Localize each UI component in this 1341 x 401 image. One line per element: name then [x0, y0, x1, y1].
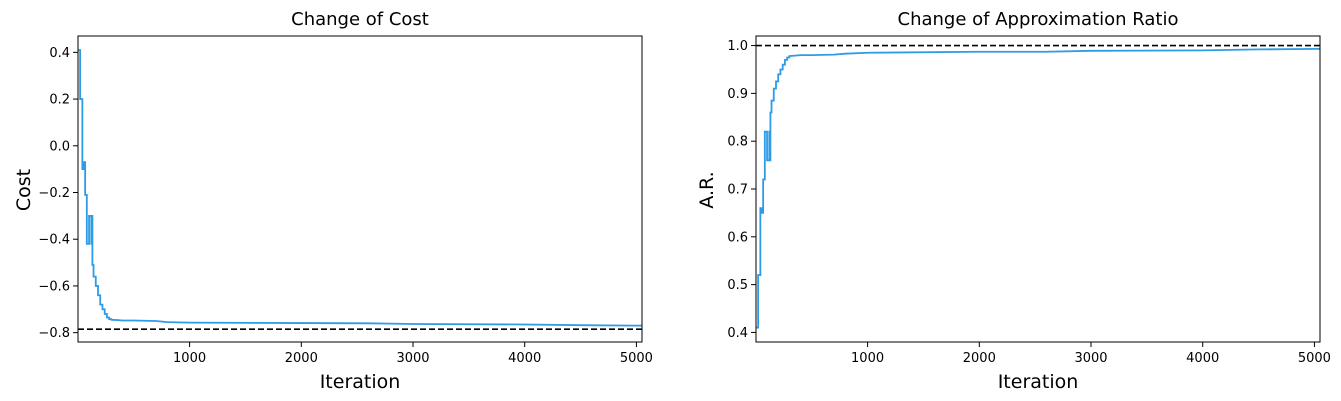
ar-chart-ytick-label: 0.8	[727, 135, 748, 150]
cost-chart-xtick-label: 3000	[396, 351, 429, 366]
cost-chart-xlabel: Iteration	[320, 371, 401, 393]
ar-chart-plot-area	[756, 44, 1320, 329]
cost-chart-ytick-label: 0.2	[49, 93, 70, 108]
ar-chart-xtick-label: 5000	[1298, 351, 1331, 366]
cost-chart-ytick-label: 0.0	[49, 139, 70, 154]
cost-chart-frame	[77, 35, 643, 343]
ar-chart-ytick-label: 0.7	[727, 183, 748, 198]
ar-chart-frame	[755, 35, 1321, 343]
ar-chart-ytick-label: 0.6	[727, 230, 748, 245]
ar-chart-xtick-label: 3000	[1074, 351, 1107, 366]
ar-chart-ytick-label: 0.4	[727, 326, 748, 341]
cost-chart-ytick-label: −0.6	[38, 279, 70, 294]
ar-chart-xtick-label: 1000	[851, 351, 884, 366]
cost-chart-xtick-label: 4000	[508, 351, 541, 366]
cost-chart-xtick-label: 1000	[173, 351, 206, 366]
cost-chart-ticks: 1000 2000 3000 4000 5000 −0.8 −0.6 −0.4 −0.2 0.0 0…	[38, 46, 653, 366]
ar-chart-xlabel: Iteration	[998, 371, 1079, 393]
cost-chart-ytick-label: −0.2	[38, 186, 70, 201]
cost-chart-series-line	[78, 49, 642, 327]
ar-chart-xtick-label: 4000	[1186, 351, 1219, 366]
cost-chart-ytick-label: 0.4	[49, 46, 70, 61]
cost-chart-panel: Change of Cost Iteration Cost 1000 2000 30…	[13, 9, 653, 393]
cost-chart-ytick-label: −0.8	[38, 326, 70, 341]
cost-chart-title: Change of Cost	[291, 9, 429, 30]
cost-chart-xtick-label: 5000	[620, 351, 653, 366]
cost-chart-plot-area	[78, 49, 642, 330]
cost-chart-xtick-label: 2000	[285, 351, 318, 366]
ar-chart-ytick-label: 0.5	[727, 278, 748, 293]
ar-chart-title: Change of Approximation Ratio	[898, 9, 1179, 30]
ar-chart-ticks: 1000 2000 3000 4000 5000 0.4 0.5 0.6 0.7 0.8 0.9 1.…	[727, 39, 1331, 366]
cost-chart-ytick-label: −0.4	[38, 233, 70, 248]
ar-chart-ytick-label: 1.0	[727, 39, 748, 54]
ar-chart-xtick-label: 2000	[963, 351, 996, 366]
ar-chart-ytick-label: 0.9	[727, 87, 748, 102]
ar-chart-panel: Change of Approximation Ratio Iteration …	[696, 9, 1331, 393]
cost-chart-ylabel: Cost	[13, 169, 35, 211]
ar-chart-ylabel: A.R.	[696, 171, 718, 208]
ar-chart-series-line	[756, 48, 1320, 329]
